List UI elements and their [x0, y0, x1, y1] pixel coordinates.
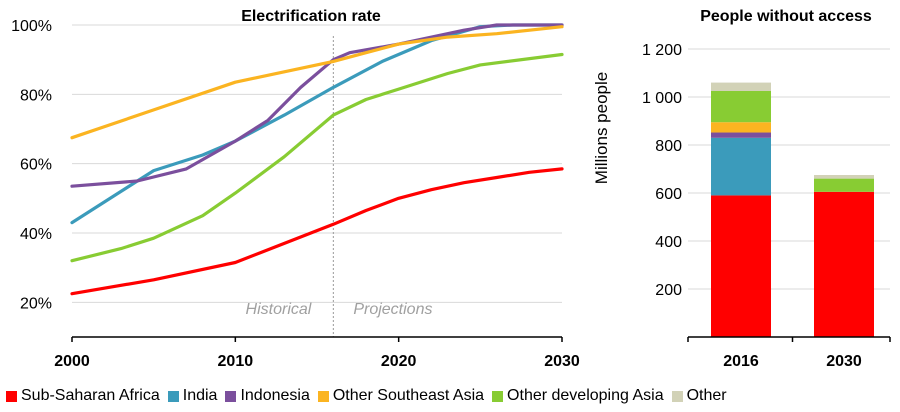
y-tick-label-80: 80% — [20, 87, 52, 104]
legend-item-other: Other — [671, 387, 727, 405]
bar-y-tick-label-200: 200 — [655, 282, 682, 299]
bar-category-label-2030: 2030 — [826, 353, 862, 370]
line-series-other-developing-asia — [70, 52, 564, 263]
bar-chart-title: People without access — [700, 8, 872, 25]
y-tick-label-100: 100% — [11, 18, 52, 35]
y-tick-label-40: 40% — [20, 226, 52, 243]
legend: Sub-Saharan Africa India Indonesia Other So… — [6, 384, 735, 408]
bar-y-tick-label-400: 400 — [655, 234, 682, 251]
bar-segment-2016-sub-saharan-africa — [711, 195, 771, 337]
legend-item-indonesia: Indonesia — [225, 387, 310, 405]
bar-chart-ylabel: Millions people — [592, 72, 611, 184]
historical-label: Historical — [246, 301, 312, 318]
legend-label: Other — [686, 387, 727, 404]
line-chart-title: Electrification rate — [241, 8, 381, 25]
bar-y-tick-label-1-000: 1 000 — [642, 90, 682, 107]
bar-segment-2030-other-developing-asia — [814, 178, 874, 192]
y-tick-label-60: 60% — [20, 157, 52, 174]
bar-y-tick-label-600: 600 — [655, 186, 682, 203]
legend-swatch — [6, 390, 17, 402]
legend-item-other-southeast-asia: Other Southeast Asia — [317, 387, 485, 405]
legend-label: Sub-Saharan Africa — [21, 387, 160, 404]
electrification-line-chart: Electrification rate 20% 40% 60% 80% 100% Hi… — [11, 8, 580, 370]
bar-segment-2016-other-southeast-asia — [711, 122, 771, 133]
line-series-india — [70, 23, 564, 225]
x-tick-label-2020: 2020 — [381, 353, 417, 370]
legend-swatch — [492, 390, 504, 402]
bar-segment-2016-other-developing-asia — [711, 91, 771, 123]
line-series-indonesia — [70, 23, 564, 188]
bar-y-tick-label-1-200: 1 200 — [642, 42, 682, 59]
bar-category-label-2016: 2016 — [723, 353, 759, 370]
legend-item-sub-saharan-africa: Sub-Saharan Africa — [6, 387, 160, 405]
projections-label: Projections — [353, 301, 432, 318]
line-series-sub-saharan-africa — [70, 167, 564, 296]
x-tick-label-2000: 2000 — [54, 353, 90, 370]
bar-segment-2030-other — [814, 175, 874, 179]
bar-segment-2016-india — [711, 137, 771, 196]
x-tick-label-2030: 2030 — [544, 353, 580, 370]
legend-label: Other developing Asia — [507, 387, 664, 404]
legend-item-other-developing-asia: Other developing Asia — [492, 387, 664, 405]
bar-segment-2016-other — [711, 82, 771, 91]
y-tick-label-20: 20% — [20, 295, 52, 312]
legend-label: Indonesia — [240, 387, 310, 404]
legend-swatch — [225, 390, 237, 402]
bar-y-tick-label-800: 800 — [655, 138, 682, 155]
bar-segment-2030-sub-saharan-africa — [814, 191, 874, 337]
people-without-access-bar-chart: People without access Millions people 20… — [592, 8, 891, 370]
legend-label: Other Southeast Asia — [332, 387, 485, 404]
legend-label: India — [182, 387, 218, 404]
bar-segment-2016-indonesia — [711, 132, 771, 138]
x-tick-label-2010: 2010 — [218, 353, 254, 370]
line-series-other-southeast-asia — [70, 25, 564, 140]
legend-swatch — [671, 390, 683, 402]
legend-swatch — [317, 390, 329, 402]
legend-swatch — [167, 390, 179, 402]
legend-item-india: India — [167, 387, 218, 405]
